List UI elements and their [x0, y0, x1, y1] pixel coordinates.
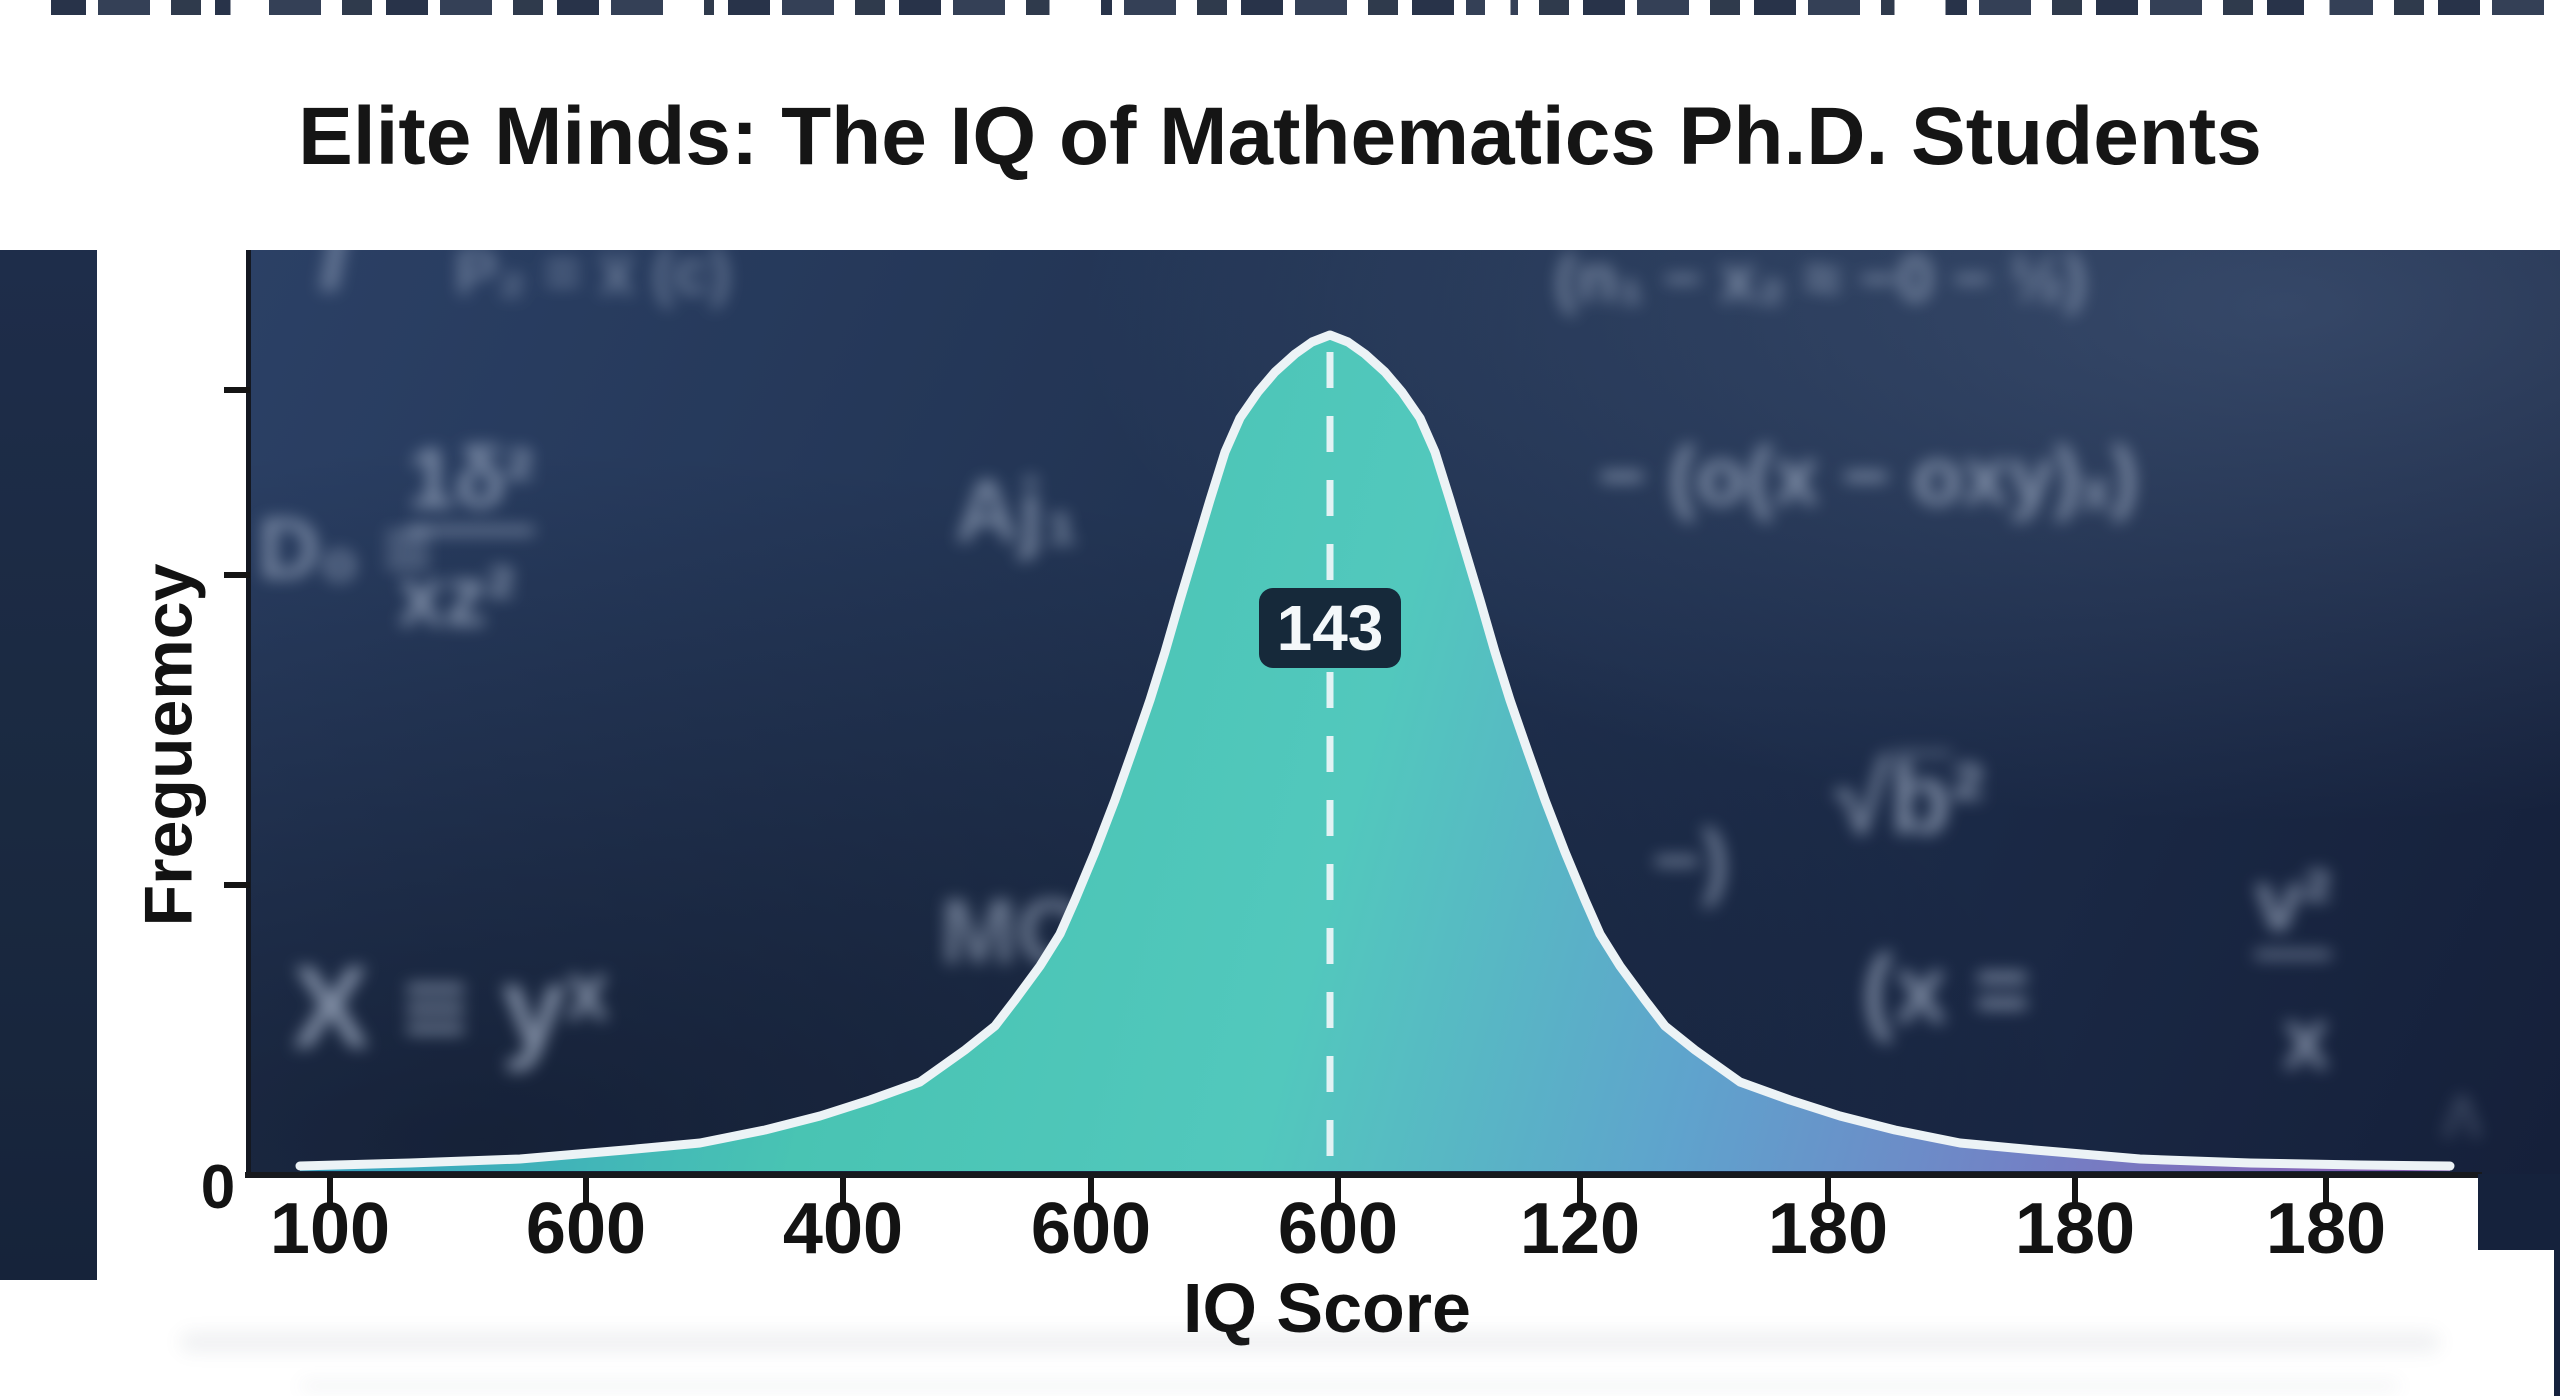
peak-value-badge: 143 — [1259, 588, 1401, 668]
x-tick-mark — [2072, 1178, 2078, 1205]
top-cropped-text-strip — [0, 0, 2560, 15]
bell-curve-svg — [295, 330, 2455, 1171]
bottom-smudge — [300, 1380, 2400, 1392]
x-tick-label: 600 — [1277, 1189, 1399, 1269]
chalk-formula: √b̅² — [1835, 743, 1985, 855]
x-tick-label: 600 — [525, 1189, 647, 1269]
x-tick-label: 400 — [782, 1189, 904, 1269]
chalk-formula: v² — [2255, 852, 2332, 958]
x-tick-mark — [2323, 1178, 2329, 1205]
chalk-formula: D₀ ≡ — [258, 501, 433, 597]
y-axis-spine — [246, 250, 251, 1177]
x-tick-mark — [840, 1178, 846, 1205]
chalk-formula: Λ — [2442, 1083, 2483, 1150]
x-tick-mark — [327, 1178, 333, 1205]
x-tick-label: 100 — [269, 1189, 391, 1269]
x-axis-line — [245, 1172, 2482, 1178]
chalk-formula: (n₁ − x₂ ≈ −0 − ½) — [1555, 250, 2087, 315]
plot-area: -l-ᴹ/P₂ = x̅ (c)(n₁ − x₂ ≈ −0 − ½)D₀ ≡1δ… — [250, 250, 2560, 1177]
y-axis-zero-label: 0 — [200, 1153, 236, 1222]
x-tick-mark — [1577, 1178, 1583, 1205]
chalk-formula: −) — [1652, 813, 1730, 907]
bottom-right-dark-block — [2478, 1174, 2560, 1250]
chalk-formula: − (o(x − oxy)ₓ) — [1598, 431, 2139, 522]
bottom-smudge — [180, 1332, 2440, 1352]
x-tick-label: 120 — [1519, 1189, 1641, 1269]
x-tick-mark — [1825, 1178, 1831, 1205]
chalk-formula: x — [2282, 991, 2330, 1087]
x-tick-mark — [583, 1178, 589, 1205]
chalk-formula: P₂ = x̅ (c) — [455, 250, 731, 308]
chalk-formula: Aj₁ — [955, 461, 1080, 560]
left-dark-strip — [0, 250, 97, 1280]
bell-area — [300, 335, 2450, 1171]
x-tick-label: 600 — [1030, 1189, 1152, 1269]
x-tick-label: 180 — [1767, 1189, 1889, 1269]
x-tick-label: 180 — [2265, 1189, 2387, 1269]
y-axis-label: Freguemcy — [98, 420, 238, 1070]
chalk-formula: X ≡ yˣ — [292, 942, 609, 1072]
y-tick-mark — [224, 572, 250, 578]
y-tick-mark — [224, 387, 250, 393]
x-tick-mark — [1335, 1178, 1341, 1205]
y-tick-mark — [224, 882, 250, 888]
x-tick-label: 180 — [2014, 1189, 2136, 1269]
chalk-formula: (x = — [1862, 936, 2031, 1043]
bell-curve-line — [295, 330, 2455, 1171]
chalk-formula: xz² — [398, 549, 515, 643]
chalk-formula: 1δ² — [408, 430, 534, 534]
x-tick-mark — [1088, 1178, 1094, 1205]
right-edge-dark-line — [2554, 1250, 2560, 1396]
chart-title: Elite Minds: The IQ of Mathematics Ph.D.… — [298, 91, 2262, 182]
chalk-formula: / — [318, 250, 360, 323]
y-axis-label-text: Freguemcy — [130, 563, 206, 927]
x-axis-title: IQ Score — [1183, 1269, 1471, 1347]
